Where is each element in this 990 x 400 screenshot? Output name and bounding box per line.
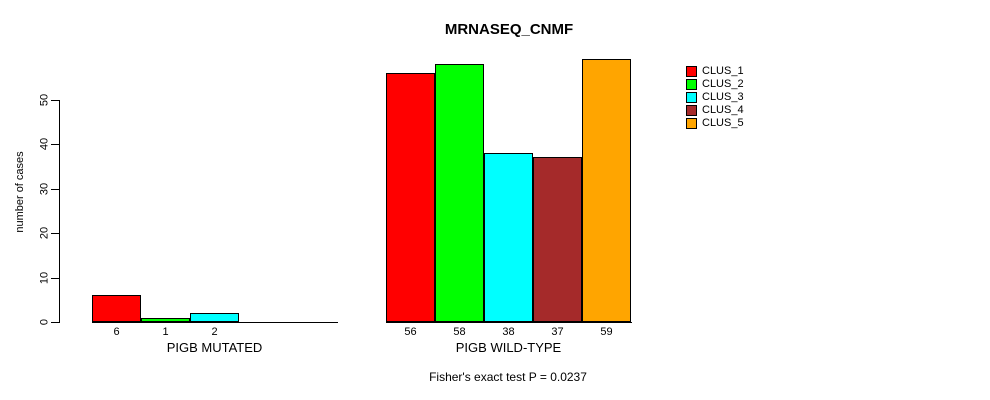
y-tick bbox=[51, 100, 59, 101]
x-axis-baseline-pigb-wild-type bbox=[386, 322, 632, 323]
bar-clus-2-pigb-mutated bbox=[141, 318, 190, 322]
legend-swatch-clus-2 bbox=[686, 79, 697, 90]
legend-label: CLUS_1 bbox=[702, 65, 744, 77]
bar-value-label: 6 bbox=[113, 326, 120, 338]
legend-item-clus-5: CLUS_5 bbox=[686, 117, 744, 130]
group-label-pigb-mutated: PIGB MUTATED bbox=[166, 340, 263, 355]
legend-label: CLUS_5 bbox=[702, 117, 744, 129]
y-axis bbox=[59, 100, 60, 323]
legend: CLUS_1 CLUS_2 CLUS_3 CLUS_4 CLUS_5 bbox=[686, 65, 744, 130]
bar-clus-1-pigb-wild-type bbox=[386, 73, 435, 322]
y-tick bbox=[51, 278, 59, 279]
bar-value-label: 59 bbox=[600, 326, 613, 338]
y-tick-label-30: 30 bbox=[38, 182, 51, 196]
x-axis-baseline-pigb-mutated bbox=[92, 322, 338, 323]
y-tick bbox=[51, 144, 59, 145]
footer-annotation: Fisher's exact test P = 0.0237 bbox=[429, 370, 587, 384]
bar-clus-1-pigb-mutated bbox=[92, 295, 141, 322]
group-label-pigb-wild-type: PIGB WILD-TYPE bbox=[455, 340, 562, 355]
y-tick-label-50: 50 bbox=[38, 93, 51, 107]
legend-label: CLUS_3 bbox=[702, 91, 744, 103]
y-tick bbox=[51, 322, 59, 323]
y-tick bbox=[51, 233, 59, 234]
bar-value-label: 56 bbox=[404, 326, 417, 338]
y-tick-label-0: 0 bbox=[38, 318, 51, 326]
legend-item-clus-2: CLUS_2 bbox=[686, 78, 744, 91]
bar-value-label: 38 bbox=[502, 326, 515, 338]
legend-item-clus-3: CLUS_3 bbox=[686, 91, 744, 104]
y-tick bbox=[51, 189, 59, 190]
bar-clus-3-pigb-mutated bbox=[190, 313, 239, 322]
bar-clus-3-pigb-wild-type bbox=[484, 153, 533, 322]
bar-value-label: 1 bbox=[162, 326, 169, 338]
bar-value-label: 58 bbox=[453, 326, 466, 338]
bar-clus-5-pigb-wild-type bbox=[582, 59, 631, 322]
legend-item-clus-4: CLUS_4 bbox=[686, 104, 744, 117]
y-tick-label-10: 10 bbox=[38, 271, 51, 285]
bar-value-label: 37 bbox=[551, 326, 564, 338]
legend-item-clus-1: CLUS_1 bbox=[686, 65, 744, 78]
chart-title: MRNASEQ_CNMF bbox=[444, 21, 574, 38]
legend-label: CLUS_4 bbox=[702, 104, 744, 116]
y-tick-label-20: 20 bbox=[38, 226, 51, 240]
legend-swatch-clus-5 bbox=[686, 118, 697, 129]
legend-swatch-clus-3 bbox=[686, 92, 697, 103]
legend-swatch-clus-1 bbox=[686, 66, 697, 77]
bar-clus-4-pigb-wild-type bbox=[533, 157, 582, 322]
bar-clus-2-pigb-wild-type bbox=[435, 64, 484, 322]
y-tick-label-40: 40 bbox=[38, 137, 51, 151]
legend-swatch-clus-4 bbox=[686, 105, 697, 116]
bar-value-label: 2 bbox=[211, 326, 218, 338]
legend-label: CLUS_2 bbox=[702, 78, 744, 90]
